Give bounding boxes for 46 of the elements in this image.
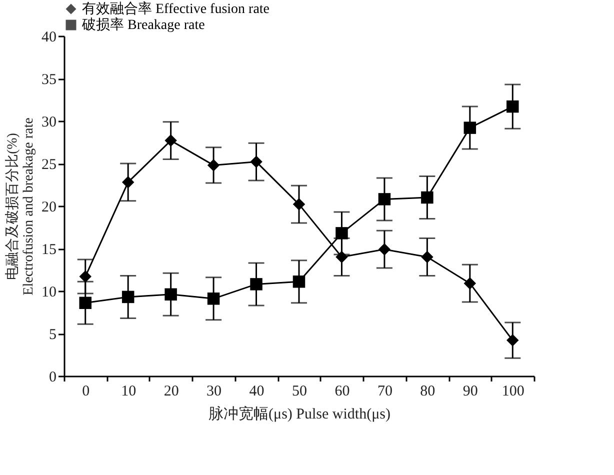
point (464, 277, 476, 290)
x-axis-title: 脉冲宽幅(μs) Pulse width(μs) (208, 406, 390, 422)
legend-label: 破损率 Breakage rate (81, 17, 205, 33)
y-tick-label: 25 (42, 157, 56, 173)
legend-label: 有效融合率 Effective fusion rate (82, 1, 270, 17)
point (207, 292, 220, 305)
x-tick-label: 20 (164, 384, 179, 400)
y-tick-label: 30 (42, 114, 56, 130)
point (79, 296, 92, 310)
point (506, 334, 519, 346)
y-tick-label: 40 (42, 30, 56, 46)
point (336, 250, 348, 264)
point (207, 159, 220, 172)
point (292, 198, 306, 210)
y-tick-label: 0 (49, 370, 56, 386)
point (421, 250, 434, 264)
y-tick-label: 35 (42, 72, 56, 88)
x-tick-label: 0 (82, 384, 90, 400)
point (421, 191, 434, 204)
point (506, 100, 519, 113)
point (122, 176, 134, 188)
point (250, 156, 262, 168)
y-tick-label: 15 (42, 242, 56, 258)
x-tick-label: 70 (377, 384, 392, 400)
point (378, 193, 391, 206)
y-tick-label: 20 (42, 200, 56, 216)
y-tick-label: 5 (49, 327, 56, 343)
x-tick-label: 40 (249, 384, 264, 400)
x-tick-label: 10 (121, 384, 136, 400)
y-axis-title: 电融合及破损百分比(%) Electrofusion and breakage rate (4, 118, 36, 296)
y-tick-label: 10 (42, 284, 56, 300)
x-tick-label: 50 (292, 384, 307, 400)
point (79, 270, 92, 283)
x-tick-label: 60 (334, 384, 350, 400)
point (164, 288, 177, 301)
point (378, 243, 391, 256)
point (122, 290, 134, 304)
point (336, 227, 348, 240)
point (464, 122, 476, 134)
point (164, 134, 177, 147)
x-tick-label: 30 (206, 384, 222, 400)
point (250, 278, 262, 290)
x-tick-label: 100 (502, 384, 524, 400)
x-tick-label: 80 (420, 384, 436, 400)
x-tick-label: 90 (462, 384, 478, 400)
point (292, 276, 306, 288)
